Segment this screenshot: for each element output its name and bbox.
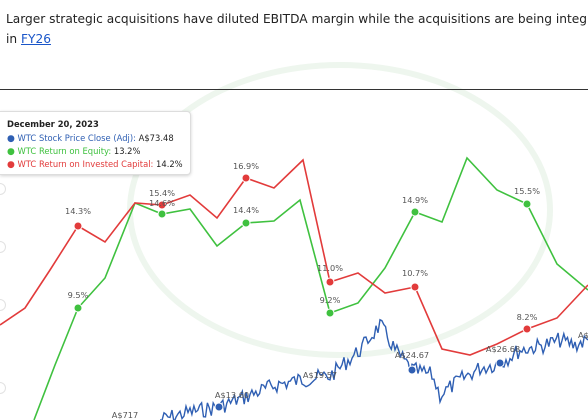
price-data-label: A$13.60: [215, 390, 249, 400]
roe-data-label: 15.4%: [149, 188, 175, 198]
roe-point: [410, 207, 420, 217]
roic-point: [522, 324, 532, 334]
roic-data-label: 14.3%: [65, 206, 91, 216]
bullet-icon: ●: [7, 134, 15, 144]
price-data-label: A$19.57: [303, 370, 337, 380]
price-point: [495, 358, 505, 368]
roic-point: [325, 277, 335, 287]
price-data-label: A$3: [578, 330, 588, 340]
tooltip-row-roic: ● WTC Return on Invested Capital: 14.2%: [7, 159, 183, 170]
chart-tooltip: December 20, 2023 ● WTC Stock Price Clos…: [0, 111, 191, 175]
roic-data-label: 8.2%: [517, 312, 538, 322]
roic-point: [410, 282, 420, 292]
roe-data-label: 9.2%: [320, 295, 341, 305]
price-point: [214, 402, 224, 412]
headline-prefix: in: [6, 32, 21, 46]
tooltip-date: December 20, 2023: [7, 119, 99, 129]
roic-data-label: 11.0%: [317, 263, 343, 273]
roic-point: [157, 200, 167, 210]
bullet-icon: ●: [7, 147, 15, 157]
roe-data-label: 15.5%: [514, 186, 540, 196]
roe-point: [522, 199, 532, 209]
bullet-icon: ●: [7, 160, 15, 170]
roic-series-line: [0, 158, 588, 356]
roe-point: [157, 209, 167, 219]
roic-data-label: 14.6%: [149, 198, 175, 208]
price-data-label: A$717: [112, 410, 138, 420]
price-point: [407, 365, 417, 375]
roic-point: [241, 173, 251, 183]
roe-data-label: 14.9%: [402, 195, 428, 205]
section-divider: [0, 89, 588, 90]
roe-data-label: 9.5%: [68, 290, 89, 300]
tooltip-series-name: WTC Return on Invested Capital:: [17, 159, 154, 169]
tooltip-series-value: 14.2%: [156, 159, 183, 169]
roe-series-line: [33, 156, 588, 420]
price-series-line: [159, 318, 588, 420]
roic-data-label: 10.7%: [402, 268, 428, 278]
roe-point: [241, 218, 251, 228]
tooltip-series-value: 13.2%: [113, 146, 141, 156]
price-data-label: A$24.67: [395, 350, 429, 360]
tooltip-row-price: ● WTC Stock Price Close (Adj): A$73.48: [7, 133, 174, 144]
tooltip-series-name: WTC Return on Equity:: [17, 146, 112, 156]
tooltip-series-name: WTC Stock Price Close (Adj):: [17, 133, 136, 143]
roic-point: [73, 221, 83, 231]
fy26-link[interactable]: FY26: [21, 32, 51, 46]
roic-data-label: 16.9%: [233, 161, 259, 171]
roe-point: [73, 303, 83, 313]
tooltip-series-value: A$73.48: [138, 133, 174, 143]
headline-line-2: in FY26: [6, 29, 588, 49]
tooltip-row-equity: ● WTC Return on Equity: 13.2%: [7, 146, 140, 157]
price-data-label: A$26.68: [486, 344, 520, 354]
roe-point: [325, 308, 335, 318]
headline-line-1: Larger strategic acquisitions have dilut…: [6, 12, 588, 26]
roe-data-label: 14.4%: [233, 205, 259, 215]
headline: Larger strategic acquisitions have dilut…: [6, 9, 588, 49]
